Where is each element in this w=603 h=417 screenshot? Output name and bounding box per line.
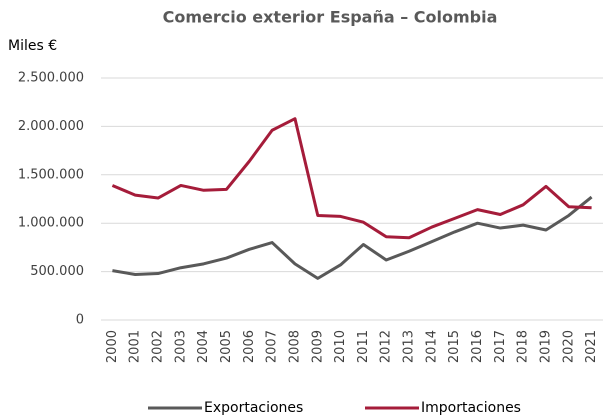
- x-tick-label: 2017: [493, 330, 508, 363]
- y-tick-label: 2.500.000: [18, 71, 84, 86]
- x-tick-label: 2021: [584, 330, 599, 363]
- x-tick-label: 2020: [561, 330, 576, 363]
- x-tick-label: 2000: [105, 330, 120, 363]
- legend-label: Importaciones: [421, 400, 521, 416]
- x-tick-label: 2012: [379, 330, 394, 363]
- x-tick-label: 2014: [424, 330, 439, 363]
- x-tick-label: 2009: [310, 330, 325, 363]
- y-tick-label: 0: [76, 313, 84, 328]
- x-tick-label: 2004: [196, 330, 211, 363]
- y-axis-label: Miles €: [8, 38, 57, 54]
- x-tick-label: 2019: [538, 330, 553, 363]
- x-tick-label: 2005: [219, 330, 234, 363]
- x-tick-label: 2018: [516, 330, 531, 363]
- x-tick-label: 2010: [333, 330, 348, 363]
- series-line: [111, 117, 592, 240]
- x-tick-label: 2003: [173, 330, 188, 363]
- legend-label: Exportaciones: [204, 400, 303, 416]
- x-tick-label: 2011: [356, 330, 371, 363]
- x-tick-label: 2015: [447, 330, 462, 363]
- y-tick-label: 1.500.000: [18, 167, 84, 182]
- x-tick-label: 2001: [128, 330, 143, 363]
- x-tick-label: 2006: [242, 330, 257, 363]
- series-line: [112, 195, 593, 280]
- y-tick-label: 500.000: [30, 264, 84, 279]
- x-tick-label: 2008: [287, 330, 302, 363]
- chart-title: Comercio exterior España – Colombia: [163, 8, 498, 27]
- x-tick-label: 2007: [265, 330, 280, 363]
- y-tick-label: 1.000.000: [18, 216, 84, 231]
- x-tick-label: 2013: [402, 330, 417, 363]
- x-tick-label: 2016: [470, 330, 485, 363]
- y-tick-label: 2.000.000: [18, 119, 84, 134]
- x-tick-label: 2002: [151, 330, 166, 363]
